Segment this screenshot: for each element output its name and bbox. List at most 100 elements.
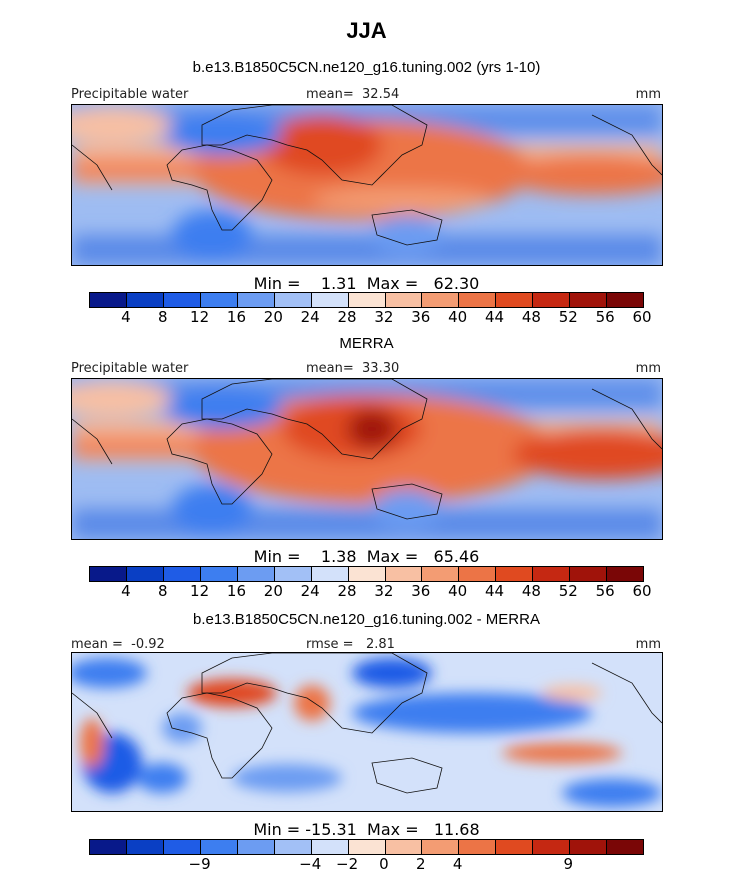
colorbar1-swatch (200, 293, 238, 307)
colorbar1-tick-label: 8 (157, 308, 168, 326)
colorbar1-swatch (274, 293, 312, 307)
panel2-variable-label: Precipitable water (71, 361, 189, 376)
colorbar3-tick-label: −2 (336, 855, 359, 873)
panel1-units-label: mm (635, 87, 661, 102)
panel3-rmse-label: rmse = 2.81 (306, 637, 395, 652)
panel1-mean-label: mean= 32.54 (306, 87, 400, 102)
colorbar2-tick-label: 16 (226, 582, 246, 600)
panel2-minmax: Min = 1.38 Max = 65.46 (253, 547, 480, 566)
colorbar2-tick-label: 60 (632, 582, 652, 600)
colorbar3-swatch (496, 840, 534, 854)
panel2-map (71, 378, 663, 540)
panel1-colorbar-ticks: 4 8 12 16 20 24 28 32 36 40 44 48 52 56 60 (89, 308, 651, 326)
colorbar1-swatch (237, 293, 275, 307)
colorbar3-swatch (237, 840, 275, 854)
panel2-colorbar-ticks: 4 8 12 16 20 24 28 32 36 40 44 48 52 56 60 (89, 582, 651, 600)
colorbar3-tick-label: 2 (416, 855, 426, 873)
panel2-colorbar (89, 566, 644, 582)
colorbar3-swatch (348, 840, 386, 854)
colorbar1-tick-label: 20 (263, 308, 283, 326)
colorbar2-swatch (496, 567, 534, 581)
colorbar2-swatch (348, 567, 386, 581)
colorbar1-tick-label: 56 (595, 308, 615, 326)
colorbar2-swatch (533, 567, 571, 581)
colorbar2-swatch (237, 567, 275, 581)
colorbar2-tick-label: 40 (448, 582, 468, 600)
page-title: JJA (346, 18, 387, 43)
colorbar2-tick-label: 4 (121, 582, 131, 600)
colorbar2-swatch (311, 567, 349, 581)
panel2-mean-label: mean= 33.30 (306, 361, 400, 376)
panel1-variable-label: Precipitable water (71, 87, 189, 102)
colorbar1-tick-label: 40 (448, 308, 468, 326)
panel1-subtitle: b.e13.B1850C5CN.ne120_g16.tuning.002 (yr… (192, 59, 541, 76)
colorbar1-tick-label: 60 (632, 308, 652, 326)
colorbar1-swatch (533, 293, 571, 307)
colorbar1-tick-label: 12 (190, 308, 210, 326)
colorbar3-swatch (570, 840, 608, 854)
colorbar1-tick-label: 4 (121, 308, 131, 326)
colorbar1-tick-label: 48 (521, 308, 541, 326)
colorbar1-swatch (163, 293, 201, 307)
colorbar3-swatch (90, 840, 127, 854)
colorbar1-swatch (459, 293, 497, 307)
colorbar1-tick-label: 28 (337, 308, 357, 326)
colorbar1-tick-label: 16 (226, 308, 246, 326)
colorbar2-swatch (422, 567, 460, 581)
panel2-subtitle: MERRA (339, 335, 394, 352)
colorbar1-tick-label: 44 (484, 308, 505, 326)
colorbar2-swatch (90, 567, 127, 581)
panel1-colorbar (89, 292, 644, 308)
colorbar1-tick-label: 24 (300, 308, 320, 326)
colorbar2-tick-label: 8 (157, 582, 168, 600)
panel3-mean-label: mean = -0.92 (71, 637, 165, 652)
colorbar2-tick-label: 44 (484, 582, 505, 600)
panel1-map (71, 104, 663, 266)
colorbar2-tick-label: 32 (374, 582, 394, 600)
colorbar2-swatch (200, 567, 238, 581)
colorbar1-swatch (385, 293, 423, 307)
colorbar3-tick-label: −4 (299, 855, 322, 873)
colorbar3-swatch (126, 840, 164, 854)
colorbar3-swatch (311, 840, 349, 854)
colorbar3-tick-label: 4 (452, 855, 463, 873)
colorbar2-tick-label: 56 (595, 582, 615, 600)
colorbar1-swatch (126, 293, 164, 307)
colorbar3-swatch (163, 840, 201, 854)
colorbar3-swatch (459, 840, 497, 854)
panel3-minmax: Min = -15.31 Max = 11.68 (253, 820, 480, 839)
colorbar1-tick-label: 36 (411, 308, 431, 326)
colorbar1-tick-label: 52 (558, 308, 578, 326)
panel1-minmax: Min = 1.31 Max = 62.30 (253, 274, 480, 293)
colorbar1-swatch (496, 293, 534, 307)
colorbar2-swatch (570, 567, 608, 581)
colorbar3-swatch (274, 840, 312, 854)
colorbar2-tick-label: 20 (263, 582, 283, 600)
colorbar2-tick-label: 24 (300, 582, 320, 600)
colorbar1-tick-label: 32 (374, 308, 394, 326)
colorbar2-swatch (126, 567, 164, 581)
colorbar1-swatch (422, 293, 460, 307)
colorbar3-swatch (533, 840, 571, 854)
colorbar2-swatch (385, 567, 423, 581)
colorbar3-swatch (422, 840, 460, 854)
panel3-map (71, 652, 663, 812)
colorbar2-swatch (163, 567, 201, 581)
colorbar2-tick-label: 36 (411, 582, 431, 600)
colorbar3-swatch (200, 840, 238, 854)
colorbar3-swatch (385, 840, 423, 854)
colorbar2-tick-label: 12 (190, 582, 210, 600)
colorbar2-swatch (274, 567, 312, 581)
colorbar3-tick-label: 0 (379, 855, 389, 873)
colorbar1-swatch (607, 293, 644, 307)
colorbar3-tick-label: 9 (563, 855, 574, 873)
panel3-colorbar-ticks: −9 −4 −2 0 2 4 9 (89, 855, 642, 873)
colorbar2-tick-label: 52 (558, 582, 578, 600)
panel3-subtitle: b.e13.B1850C5CN.ne120_g16.tuning.002 - M… (193, 611, 540, 628)
colorbar2-swatch (459, 567, 497, 581)
colorbar1-swatch (570, 293, 608, 307)
colorbar3-swatch (607, 840, 644, 854)
colorbar2-tick-label: 48 (521, 582, 541, 600)
panel2-units-label: mm (635, 361, 661, 376)
colorbar2-tick-label: 28 (337, 582, 357, 600)
